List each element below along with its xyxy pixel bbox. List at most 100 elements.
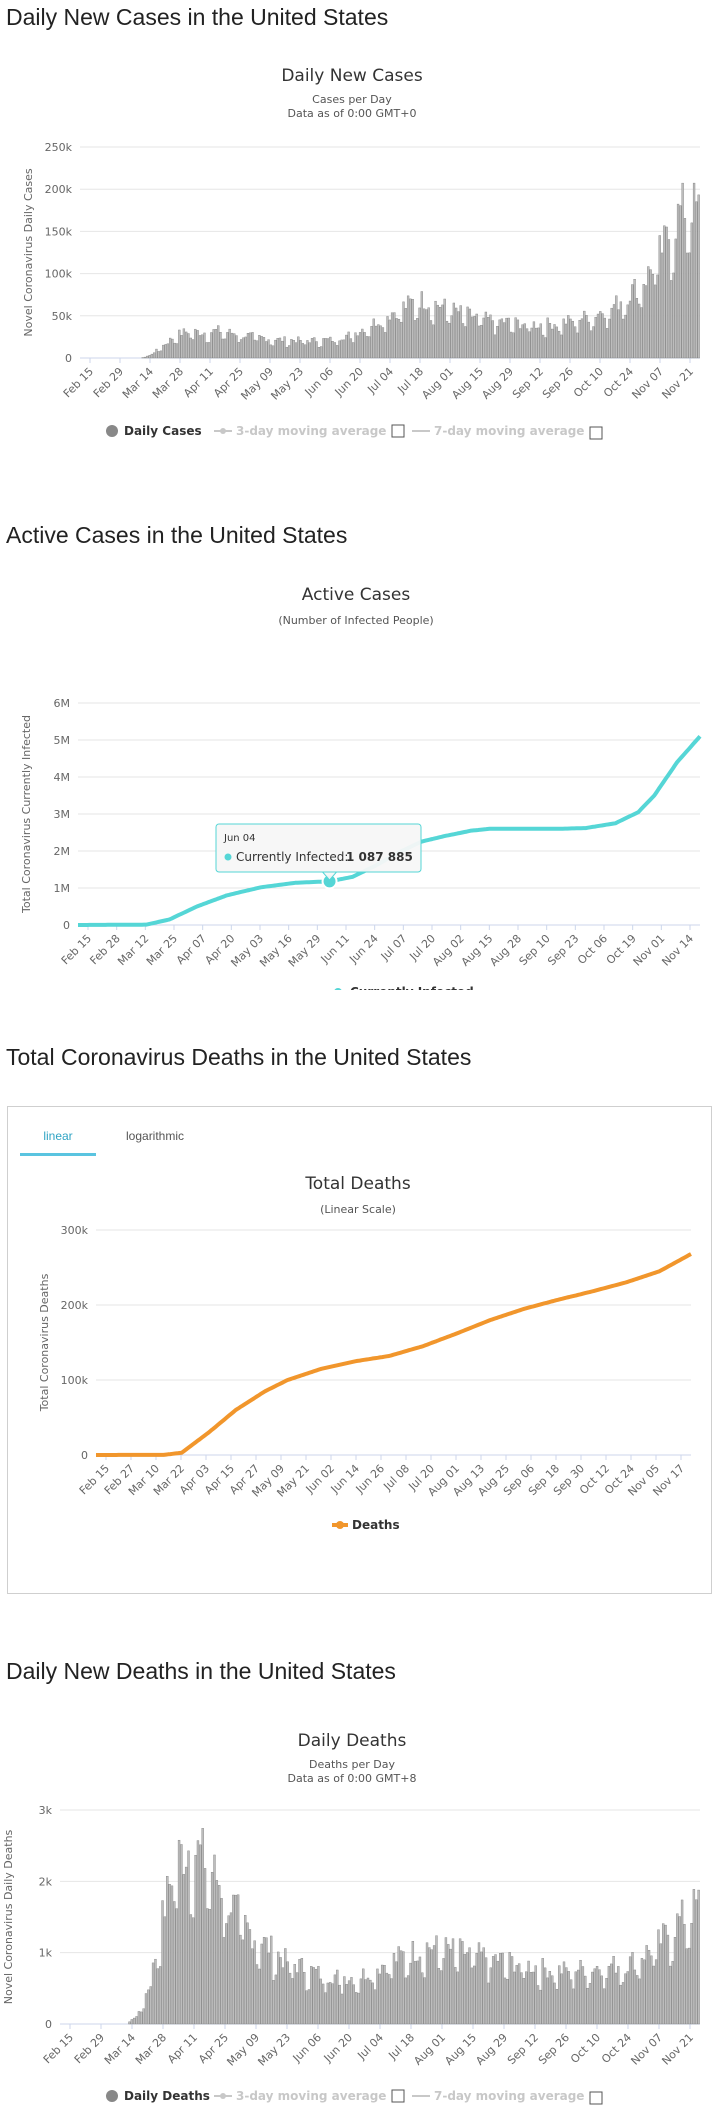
- daily-bar: [348, 1981, 350, 2024]
- daily-bar: [304, 345, 306, 358]
- daily-bar: [576, 333, 578, 358]
- daily-bar: [372, 1983, 374, 2024]
- daily-bar: [261, 1944, 263, 2024]
- ma3-checkbox[interactable]: [392, 425, 404, 437]
- daily-bar: [615, 1973, 617, 2024]
- y-tick-label: 50k: [52, 310, 73, 323]
- chart-subtitle: Data as of 0:00 GMT+8: [288, 1772, 417, 1785]
- daily-bar: [679, 1917, 681, 2024]
- daily-bar: [695, 1900, 697, 2024]
- daily-bar: [582, 1967, 584, 2024]
- daily-bar: [410, 1963, 412, 2024]
- daily-bar: [154, 1959, 156, 2024]
- daily-bar: [653, 1966, 655, 2024]
- tooltip-box: [216, 824, 421, 872]
- daily-bar: [235, 1895, 237, 2024]
- daily-bar: [309, 343, 311, 358]
- legend-marker: [106, 2090, 118, 2102]
- tab-logarithmic[interactable]: logarithmic: [112, 1119, 198, 1153]
- daily-bar: [403, 302, 405, 358]
- daily-bar: [602, 314, 604, 358]
- x-tick-label: Mar 25: [144, 932, 180, 968]
- daily-bar: [674, 1937, 676, 2024]
- daily-bar: [662, 1924, 664, 2024]
- daily-bar: [215, 329, 217, 358]
- daily-bar: [554, 324, 556, 358]
- x-tick-label: May 23: [255, 2031, 293, 2069]
- daily-bar: [510, 332, 512, 358]
- daily-bar: [178, 330, 180, 358]
- daily-bar: [225, 1923, 227, 2024]
- ma7-checkbox[interactable]: [590, 2092, 602, 2104]
- daily-bar: [358, 1993, 360, 2024]
- daily-bar: [636, 1975, 638, 2024]
- ma7-checkbox[interactable]: [590, 427, 602, 439]
- daily-bar: [580, 1960, 582, 2024]
- daily-bar: [376, 1969, 378, 2024]
- daily-bar: [251, 1949, 253, 2024]
- daily-bar: [445, 1938, 447, 2024]
- daily-bar: [398, 1947, 400, 2024]
- daily-bar: [261, 336, 263, 358]
- x-tick-label: Mar 14: [102, 2031, 138, 2067]
- daily-bar: [591, 1972, 593, 2024]
- daily-bar: [147, 1990, 149, 2024]
- daily-bar: [286, 347, 288, 358]
- daily-bar: [454, 1967, 456, 2024]
- daily-bar: [233, 334, 235, 358]
- daily-bar: [469, 309, 471, 358]
- daily-bar: [487, 317, 489, 358]
- ma3-checkbox[interactable]: [392, 2090, 404, 2102]
- daily-bar: [627, 305, 629, 358]
- daily-bar: [646, 1945, 648, 2024]
- daily-bar: [152, 1963, 154, 2024]
- daily-bar: [183, 329, 185, 358]
- daily-bar: [461, 1941, 463, 2024]
- daily-bar: [138, 2011, 140, 2024]
- y-tick-label: 4M: [54, 771, 71, 784]
- legend-ma7: 7-day moving average: [434, 2089, 584, 2103]
- y-tick-label: 2k: [39, 1875, 53, 1888]
- daily-bar: [371, 326, 373, 358]
- x-tick-label: Nov 07: [628, 2031, 665, 2068]
- daily-bar: [230, 1913, 232, 2024]
- daily-bar: [596, 1966, 598, 2024]
- daily-bar: [691, 1923, 693, 2024]
- daily-bar: [634, 279, 636, 358]
- daily-bar: [655, 1960, 657, 2024]
- x-tick-label: Oct 06: [575, 932, 610, 967]
- legend-marker: [336, 1521, 344, 1529]
- daily-bar: [380, 326, 382, 358]
- x-tick-label: Sep 23: [545, 932, 581, 968]
- daily-bar: [530, 1972, 532, 2024]
- daily-bar: [511, 1956, 513, 2024]
- tab-linear[interactable]: linear: [20, 1119, 96, 1156]
- x-tick-label: Mar 28: [133, 2031, 169, 2067]
- y-tick-label: 100k: [61, 1374, 89, 1387]
- daily-bar: [317, 1966, 319, 2024]
- y-tick-label: 250k: [45, 141, 73, 154]
- daily-bar: [386, 1973, 388, 2024]
- daily-bar: [565, 1968, 567, 2024]
- daily-bar: [146, 356, 148, 358]
- y-tick-label: 5M: [54, 734, 71, 747]
- daily-bar: [277, 338, 279, 358]
- daily-bar: [419, 1957, 421, 2024]
- daily-bar: [223, 1937, 225, 2024]
- x-tick-label: Nov 21: [659, 365, 696, 402]
- daily-bar: [478, 1943, 480, 2024]
- daily-bar: [192, 340, 194, 358]
- daily-bar: [199, 335, 201, 358]
- daily-bar: [447, 1944, 449, 2024]
- daily-bar: [629, 301, 631, 358]
- daily-bar: [238, 342, 240, 358]
- daily-bar: [665, 1925, 667, 2024]
- daily-bar: [652, 274, 654, 358]
- daily-bar: [485, 1958, 487, 2024]
- daily-bar: [641, 308, 643, 358]
- daily-bar: [133, 2018, 135, 2024]
- daily-bar: [528, 332, 530, 358]
- daily-bar: [185, 1867, 187, 2024]
- daily-bar: [625, 315, 627, 358]
- daily-bar: [577, 1970, 579, 2024]
